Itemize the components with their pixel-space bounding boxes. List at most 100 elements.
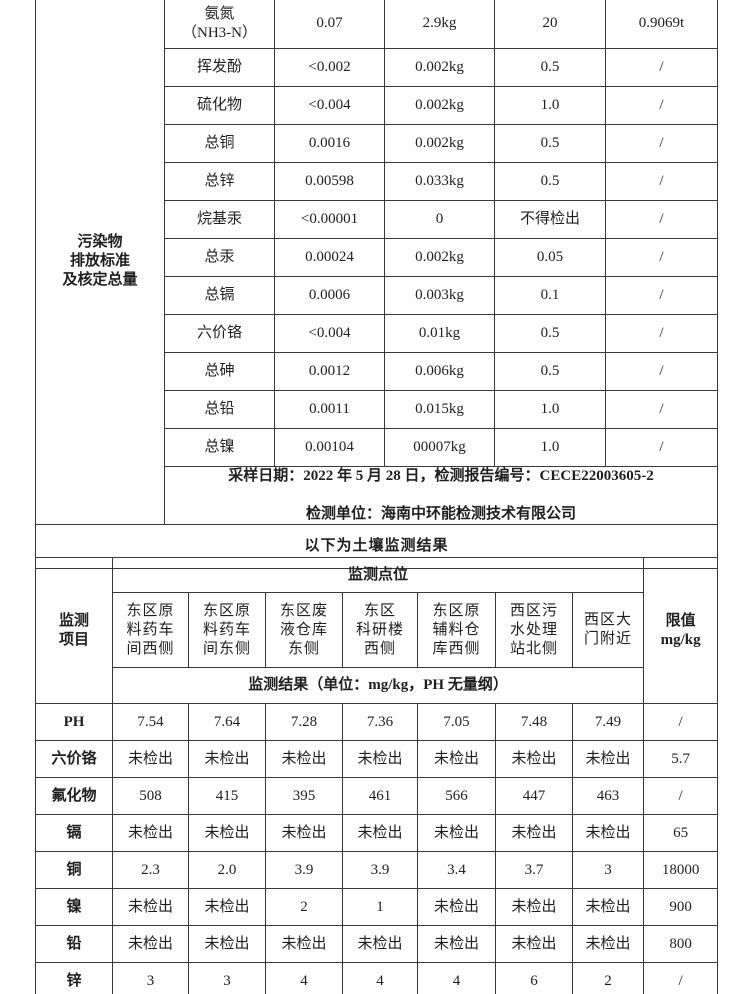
limit-cell: 900 [643,888,719,926]
result-cell: 未检出 [112,888,189,926]
value-cell: 0.015kg [384,389,495,429]
parameter-name-cell: 锌 [35,962,113,994]
result-cell: 2 [265,888,343,926]
value-cell: / [605,199,718,239]
value-cell: / [605,85,718,125]
result-cell: 4 [265,962,343,994]
result-cell: 7.48 [495,703,573,741]
result-cell: 3.9 [342,851,418,889]
value-cell: 0.5 [494,313,606,353]
value-cell: / [605,237,718,277]
value-cell: 1.0 [494,427,606,467]
table-row: 总汞 0.00024 0.002kg 0.05 / [36,237,718,277]
limit-cell: 800 [643,925,719,963]
sampling-info-cell: 采样日期：2022 年 5 月 28 日，检测报告编号：CECE22003605… [164,465,718,525]
result-header-cell: 监测结果（单位：mg/kg，PH 无量纲） [111,667,645,704]
table-row: 东区原 料药车 间西侧 东区原 料药车 间东侧 东区废 液仓库 东侧 东区 科研… [36,592,718,668]
pollutant-name-cell: 总砷 [164,351,275,391]
limit-cell: 65 [643,814,719,852]
value-cell: <0.002 [274,47,385,87]
result-cell: 508 [112,777,189,815]
parameter-name-cell: PH [35,703,113,741]
result-cell: 未检出 [188,888,266,926]
result-cell: 未检出 [417,740,496,778]
result-cell: 4 [342,962,418,994]
result-cell: 7.64 [188,703,266,741]
result-cell: 未检出 [571,925,645,963]
value-cell: 0.002kg [384,47,495,87]
result-cell: 7.05 [417,703,496,741]
pollutant-name-cell: 六价铬 [164,313,275,353]
result-cell: 2.3 [112,851,189,889]
limit-cell: 5.7 [643,740,719,778]
result-cell: 3 [188,962,266,994]
parameter-name-cell: 铜 [35,851,113,889]
value-cell: 0.033kg [384,161,495,201]
result-cell: 未检出 [417,888,496,926]
result-cell: 未检出 [417,814,496,852]
value-cell: / [605,389,718,429]
testing-agency: 检测单位：海南中环能检测技术有限公司 [305,505,576,522]
result-cell: 415 [188,777,266,815]
value-cell: 0.003kg [384,275,495,315]
table-row: 总铅 0.0011 0.015kg 1.0 / [36,389,718,429]
result-cell: 未检出 [342,740,418,778]
pollutant-name-cell: 总铜 [164,123,275,163]
table-row: 监测 项目 监测点位 限值 mg/kg [35,557,719,704]
point-name-cell: 东区原 料药车 间东侧 [188,592,266,668]
pollutant-name-cell: 总镍 [164,427,275,467]
result-cell: 463 [571,777,645,815]
table-row: 镍 未检出 未检出 2 1 未检出 未检出 未检出 900 [35,888,719,926]
value-cell: 0.0006 [274,275,385,315]
point-name-cell: 东区原 辅料仓 库西侧 [417,592,496,668]
points-header-cell: 监测点位 [111,557,645,593]
item-header-cell: 监测 项目 [35,557,113,704]
result-cell: 2.0 [188,851,266,889]
pollutant-name-cell: 氨氮 （NH3-N） [164,0,275,49]
value-cell: / [605,161,718,201]
table-row: 铅 未检出 未检出 未检出 未检出 未检出 未检出 未检出 800 [35,925,719,963]
result-cell: 447 [495,777,573,815]
table-row: 总锌 0.00598 0.033kg 0.5 / [36,161,718,201]
pollutant-name-cell: 挥发酚 [164,47,275,87]
value-cell: 0.5 [494,47,606,87]
parameter-name-cell: 镉 [35,814,113,852]
value-cell: 0.002kg [384,237,495,277]
value-cell: 1.0 [494,389,606,429]
result-cell: 2 [571,962,645,994]
value-cell: / [605,427,718,467]
value-cell: 0.0012 [274,351,385,391]
value-cell: 不得检出 [494,199,606,239]
result-cell: 7.28 [265,703,343,741]
point-name-cell: 东区废 液仓库 东侧 [265,592,343,668]
value-cell: 0.5 [494,161,606,201]
result-cell: 3 [112,962,189,994]
table-row: 总砷 0.0012 0.006kg 0.5 / [36,351,718,391]
pollutant-name-cell: 总铅 [164,389,275,429]
result-cell: 未检出 [112,814,189,852]
table-row: 监测结果（单位：mg/kg，PH 无量纲） [36,667,718,704]
value-cell: 2.9kg [384,0,495,49]
value-cell: 0 [384,199,495,239]
value-cell: <0.00001 [274,199,385,239]
value-cell: 0.9069t [605,0,718,49]
limit-cell: 18000 [643,851,719,889]
value-cell: 20 [494,0,606,49]
value-cell: / [605,275,718,315]
pollutant-name-cell: 总汞 [164,237,275,277]
result-cell: 4 [417,962,496,994]
result-cell: 未检出 [342,814,418,852]
pollutant-name-cell: 烷基汞 [164,199,275,239]
value-cell: <0.004 [274,85,385,125]
table-row: 烷基汞 <0.00001 0 不得检出 / [36,199,718,239]
point-name-cell: 西区大 门附近 [571,592,645,668]
pollutant-name-cell: 总锌 [164,161,275,201]
result-cell: 461 [342,777,418,815]
value-cell: 00007kg [384,427,495,467]
value-cell: 0.05 [494,237,606,277]
value-cell: / [605,351,718,391]
value-cell: <0.004 [274,313,385,353]
limit-cell: / [643,777,719,815]
result-cell: 未检出 [571,888,645,926]
